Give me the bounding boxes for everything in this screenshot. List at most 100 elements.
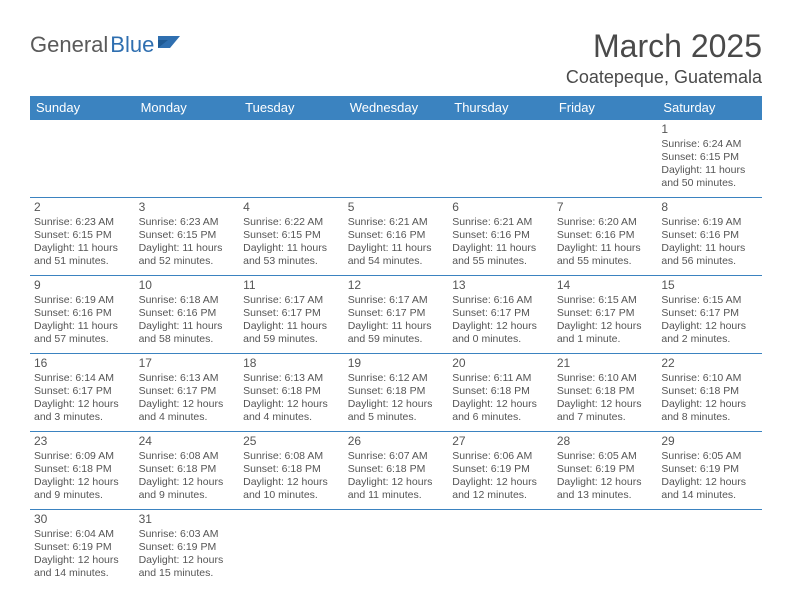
daylight-text: Daylight: 12 hours and 9 minutes. (34, 476, 131, 502)
day-number: 21 (557, 356, 654, 371)
daylight-text: Daylight: 12 hours and 4 minutes. (139, 398, 236, 424)
logo: General Blue (30, 32, 184, 58)
calendar-week-row: 16Sunrise: 6:14 AMSunset: 6:17 PMDayligh… (30, 354, 762, 432)
sunset-text: Sunset: 6:18 PM (34, 463, 131, 476)
calendar-empty-cell (553, 510, 658, 588)
daylight-text: Daylight: 12 hours and 12 minutes. (452, 476, 549, 502)
day-number: 31 (139, 512, 236, 527)
calendar-empty-cell (239, 120, 344, 198)
header: General Blue March 2025 Coatepeque, Guat… (30, 28, 762, 88)
sunrise-text: Sunrise: 6:17 AM (348, 294, 445, 307)
calendar-day-cell: 12Sunrise: 6:17 AMSunset: 6:17 PMDayligh… (344, 276, 449, 354)
daylight-text: Daylight: 12 hours and 15 minutes. (139, 554, 236, 580)
sunrise-text: Sunrise: 6:08 AM (243, 450, 340, 463)
calendar-day-cell: 1Sunrise: 6:24 AMSunset: 6:15 PMDaylight… (657, 120, 762, 198)
day-number: 24 (139, 434, 236, 449)
calendar-week-row: 2Sunrise: 6:23 AMSunset: 6:15 PMDaylight… (30, 198, 762, 276)
sunrise-text: Sunrise: 6:14 AM (34, 372, 131, 385)
sunrise-text: Sunrise: 6:21 AM (348, 216, 445, 229)
day-number: 10 (139, 278, 236, 293)
daylight-text: Daylight: 12 hours and 0 minutes. (452, 320, 549, 346)
calendar-day-cell: 27Sunrise: 6:06 AMSunset: 6:19 PMDayligh… (448, 432, 553, 510)
day-number: 2 (34, 200, 131, 215)
calendar-empty-cell (553, 120, 658, 198)
day-number: 19 (348, 356, 445, 371)
weekday-header: Friday (553, 96, 658, 120)
logo-text-general: General (30, 32, 108, 58)
day-number: 15 (661, 278, 758, 293)
calendar-week-row: 1Sunrise: 6:24 AMSunset: 6:15 PMDaylight… (30, 120, 762, 198)
day-number: 23 (34, 434, 131, 449)
calendar-header-row: SundayMondayTuesdayWednesdayThursdayFrid… (30, 96, 762, 120)
sunset-text: Sunset: 6:17 PM (34, 385, 131, 398)
daylight-text: Daylight: 11 hours and 55 minutes. (557, 242, 654, 268)
calendar-day-cell: 3Sunrise: 6:23 AMSunset: 6:15 PMDaylight… (135, 198, 240, 276)
sunset-text: Sunset: 6:16 PM (661, 229, 758, 242)
flag-icon (158, 34, 184, 57)
day-number: 28 (557, 434, 654, 449)
sunset-text: Sunset: 6:15 PM (243, 229, 340, 242)
daylight-text: Daylight: 11 hours and 59 minutes. (348, 320, 445, 346)
calendar-week-row: 9Sunrise: 6:19 AMSunset: 6:16 PMDaylight… (30, 276, 762, 354)
daylight-text: Daylight: 12 hours and 14 minutes. (661, 476, 758, 502)
day-number: 3 (139, 200, 236, 215)
daylight-text: Daylight: 12 hours and 13 minutes. (557, 476, 654, 502)
daylight-text: Daylight: 11 hours and 54 minutes. (348, 242, 445, 268)
sunrise-text: Sunrise: 6:20 AM (557, 216, 654, 229)
day-number: 25 (243, 434, 340, 449)
daylight-text: Daylight: 11 hours and 53 minutes. (243, 242, 340, 268)
day-number: 16 (34, 356, 131, 371)
weekday-header: Wednesday (344, 96, 449, 120)
sunset-text: Sunset: 6:15 PM (139, 229, 236, 242)
calendar-empty-cell (657, 510, 762, 588)
calendar-empty-cell (344, 120, 449, 198)
sunrise-text: Sunrise: 6:23 AM (34, 216, 131, 229)
daylight-text: Daylight: 12 hours and 10 minutes. (243, 476, 340, 502)
sunset-text: Sunset: 6:18 PM (661, 385, 758, 398)
sunset-text: Sunset: 6:17 PM (661, 307, 758, 320)
sunset-text: Sunset: 6:16 PM (557, 229, 654, 242)
sunrise-text: Sunrise: 6:09 AM (34, 450, 131, 463)
daylight-text: Daylight: 11 hours and 51 minutes. (34, 242, 131, 268)
sunset-text: Sunset: 6:18 PM (557, 385, 654, 398)
daylight-text: Daylight: 11 hours and 56 minutes. (661, 242, 758, 268)
daylight-text: Daylight: 11 hours and 50 minutes. (661, 164, 758, 190)
calendar-day-cell: 25Sunrise: 6:08 AMSunset: 6:18 PMDayligh… (239, 432, 344, 510)
sunset-text: Sunset: 6:17 PM (243, 307, 340, 320)
calendar-day-cell: 6Sunrise: 6:21 AMSunset: 6:16 PMDaylight… (448, 198, 553, 276)
calendar-day-cell: 5Sunrise: 6:21 AMSunset: 6:16 PMDaylight… (344, 198, 449, 276)
sunset-text: Sunset: 6:17 PM (139, 385, 236, 398)
calendar-day-cell: 17Sunrise: 6:13 AMSunset: 6:17 PMDayligh… (135, 354, 240, 432)
calendar-day-cell: 18Sunrise: 6:13 AMSunset: 6:18 PMDayligh… (239, 354, 344, 432)
sunrise-text: Sunrise: 6:13 AM (243, 372, 340, 385)
sunrise-text: Sunrise: 6:10 AM (557, 372, 654, 385)
sunrise-text: Sunrise: 6:12 AM (348, 372, 445, 385)
logo-text-blue: Blue (110, 32, 154, 58)
day-number: 9 (34, 278, 131, 293)
sunset-text: Sunset: 6:16 PM (452, 229, 549, 242)
calendar-empty-cell (448, 120, 553, 198)
day-number: 1 (661, 122, 758, 137)
calendar-day-cell: 8Sunrise: 6:19 AMSunset: 6:16 PMDaylight… (657, 198, 762, 276)
daylight-text: Daylight: 12 hours and 1 minute. (557, 320, 654, 346)
sunrise-text: Sunrise: 6:08 AM (139, 450, 236, 463)
calendar-day-cell: 24Sunrise: 6:08 AMSunset: 6:18 PMDayligh… (135, 432, 240, 510)
day-number: 27 (452, 434, 549, 449)
month-title: March 2025 (566, 28, 762, 65)
day-number: 8 (661, 200, 758, 215)
calendar-day-cell: 23Sunrise: 6:09 AMSunset: 6:18 PMDayligh… (30, 432, 135, 510)
day-number: 7 (557, 200, 654, 215)
calendar-day-cell: 19Sunrise: 6:12 AMSunset: 6:18 PMDayligh… (344, 354, 449, 432)
sunset-text: Sunset: 6:16 PM (348, 229, 445, 242)
calendar-week-row: 30Sunrise: 6:04 AMSunset: 6:19 PMDayligh… (30, 510, 762, 588)
sunset-text: Sunset: 6:16 PM (34, 307, 131, 320)
daylight-text: Daylight: 12 hours and 6 minutes. (452, 398, 549, 424)
daylight-text: Daylight: 12 hours and 9 minutes. (139, 476, 236, 502)
daylight-text: Daylight: 12 hours and 4 minutes. (243, 398, 340, 424)
sunset-text: Sunset: 6:19 PM (452, 463, 549, 476)
daylight-text: Daylight: 12 hours and 8 minutes. (661, 398, 758, 424)
sunrise-text: Sunrise: 6:24 AM (661, 138, 758, 151)
sunrise-text: Sunrise: 6:22 AM (243, 216, 340, 229)
calendar-day-cell: 2Sunrise: 6:23 AMSunset: 6:15 PMDaylight… (30, 198, 135, 276)
sunrise-text: Sunrise: 6:05 AM (557, 450, 654, 463)
